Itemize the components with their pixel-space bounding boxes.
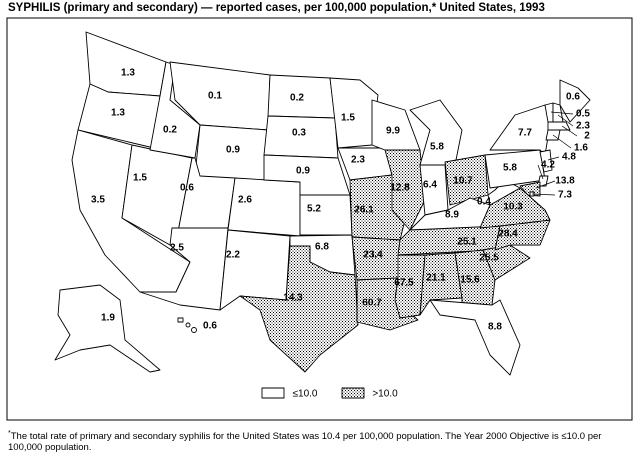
state	[519, 181, 541, 197]
leader-line	[557, 114, 574, 127]
state-value: 21.1	[426, 273, 446, 284]
state-value: 0.6	[180, 183, 194, 194]
state-value: 60.7	[362, 298, 382, 309]
state-value: 0.2	[163, 125, 177, 136]
state-value: 0.3	[292, 128, 306, 139]
state-value: 6.4	[423, 180, 437, 191]
leader-line	[561, 125, 578, 137]
state-value: 67.5	[394, 278, 414, 289]
state-value: 8.9	[445, 210, 459, 221]
state-value: 2.6	[238, 195, 252, 206]
state-value: 0.1	[208, 91, 222, 102]
state-value: 25.5	[479, 253, 499, 264]
state-value: 23.4	[363, 250, 383, 261]
state-value: 2.3	[576, 121, 590, 132]
state	[539, 149, 553, 173]
state-value: 0.5	[576, 109, 590, 120]
state	[349, 174, 406, 241]
state-value: 0.6	[566, 92, 580, 103]
state	[239, 245, 359, 373]
state-value: 10.7	[453, 176, 473, 187]
frame	[6, 17, 633, 421]
state	[299, 194, 353, 236]
state-value: 0.9	[226, 145, 240, 156]
leader-line	[550, 111, 574, 115]
footnote-marker: *	[8, 430, 11, 437]
state-value: 0.9	[296, 166, 310, 177]
state-value: 4.8	[562, 152, 576, 163]
state-value: 28.4	[498, 229, 518, 240]
state-value: 25.1	[457, 237, 477, 248]
state-labels: 1.3 1.3 3.5 1.5 0.2 0.1 0.9 0.6 2.5 2.6 2.2 0.2 0.3 0…	[91, 68, 590, 333]
state-value: 1.9	[101, 313, 115, 324]
state-value: 10.3	[503, 202, 523, 213]
states	[54, 31, 591, 376]
state-value: 0.6	[203, 321, 217, 332]
state	[559, 79, 591, 123]
legend-swatch	[341, 387, 365, 399]
state-value: 1.3	[121, 68, 135, 79]
state-value: 15.6	[460, 275, 480, 286]
state-value: 13.8	[555, 176, 575, 187]
title: SYPHILIS (primary and secondary) — repor…	[8, 2, 545, 14]
state-value: 1.3	[111, 108, 125, 119]
footnote: *The total rate of primary and secondary…	[8, 428, 634, 453]
state-value: 9.9	[386, 126, 400, 137]
state-value: 0.4	[477, 197, 491, 208]
state-value: 2.2	[226, 250, 240, 261]
leader-line	[537, 164, 544, 180]
state-value: 0.2	[290, 93, 304, 104]
state	[85, 31, 167, 97]
state-value: 12.8	[390, 183, 410, 194]
state-value: 7.7	[518, 128, 532, 139]
state-value: 1.5	[133, 173, 147, 184]
state	[337, 147, 393, 181]
leader-line	[535, 180, 556, 189]
state-value: 5.8	[430, 142, 444, 153]
state-value: 1.6	[574, 143, 588, 154]
state-value: 5.2	[307, 204, 321, 215]
state	[227, 177, 301, 237]
state-value: 2	[584, 131, 590, 142]
legend-label: >10.0	[372, 389, 398, 400]
state	[494, 219, 551, 251]
state	[429, 299, 521, 376]
state	[419, 252, 463, 316]
state-value: 7.3	[558, 190, 572, 201]
state-value: 3.5	[91, 195, 105, 206]
leader-line	[547, 156, 560, 161]
state-value: 5.8	[503, 163, 517, 174]
state-value: 14.3	[283, 293, 303, 304]
state-value: 1.5	[341, 113, 355, 124]
leader-line	[552, 134, 572, 149]
map: 1.3 1.3 3.5 1.5 0.2 0.1 0.9 0.6 2.5 2.6 2.2 0.2 0.3 0…	[6, 17, 633, 421]
state-value: 2.3	[351, 155, 365, 166]
island	[191, 327, 197, 333]
leader-line	[531, 193, 556, 196]
legend-label: ≤10.0	[293, 389, 318, 400]
island	[185, 322, 191, 328]
state-value: 6.8	[315, 242, 329, 253]
state	[54, 284, 161, 373]
state	[177, 317, 184, 323]
legend-swatch	[261, 387, 285, 399]
state-value: 8.8	[488, 322, 502, 333]
state-value: 4.2	[541, 160, 555, 171]
state-value: 2.5	[170, 243, 184, 254]
footnote-text: The total rate of primary and secondary …	[8, 431, 602, 454]
state-value: 26.1	[354, 205, 374, 216]
